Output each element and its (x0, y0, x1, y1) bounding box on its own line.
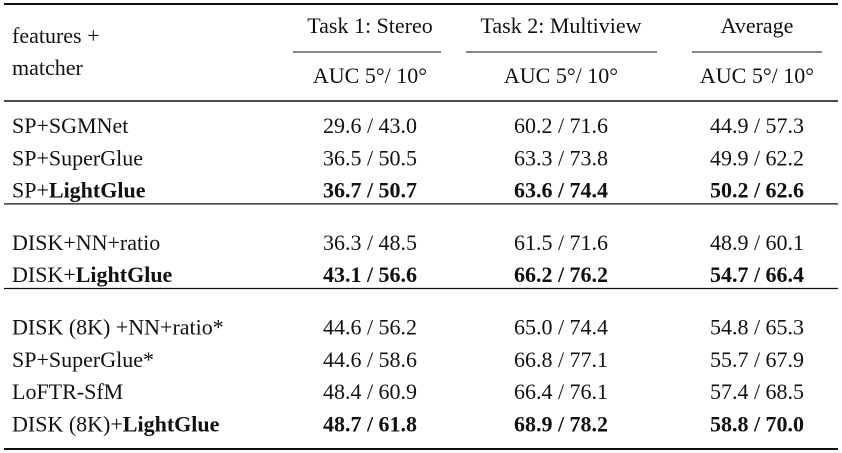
metric-header: AUC 5°/ 10° (313, 63, 427, 88)
method-part: SP+ (12, 178, 49, 203)
score-cell: 58.8 / 70.0 (710, 411, 804, 436)
score-cell: 63.6 / 74.4 (514, 178, 608, 203)
method-name: SP+LightGlue (12, 178, 146, 203)
method-part: DISK+NN+ratio (12, 230, 160, 255)
score-cell: 48.4 / 60.9 (323, 379, 417, 404)
score-cell: 55.7 / 67.9 (710, 347, 804, 372)
method-name: SP+SuperGlue* (12, 347, 154, 372)
score-cell: 48.9 / 60.1 (710, 230, 804, 255)
score-cell: 44.9 / 57.3 (710, 113, 804, 138)
score-cell: 54.8 / 65.3 (710, 315, 804, 340)
score-cell: 54.7 / 66.4 (710, 262, 804, 287)
score-cell: 57.4 / 68.5 (710, 379, 804, 404)
method-name: DISK (8K) +NN+ratio* (12, 315, 224, 340)
header-matcher: matcher (12, 55, 84, 80)
metric-header: AUC 5°/ 10° (504, 63, 618, 88)
score-cell: 36.5 / 50.5 (323, 145, 417, 170)
score-cell: 66.8 / 77.1 (514, 347, 608, 372)
score-cell: 66.2 / 76.2 (514, 262, 608, 287)
score-cell: 44.6 / 56.2 (323, 315, 417, 340)
header-features: features + (12, 23, 100, 48)
method-name: DISK (8K)+LightGlue (12, 411, 220, 436)
score-cell: 36.7 / 50.7 (323, 178, 417, 203)
score-cell: 61.5 / 71.6 (514, 230, 608, 255)
method-name: DISK+LightGlue (12, 262, 173, 287)
method-part: DISK (8K) +NN+ratio* (12, 315, 224, 340)
score-cell: 29.6 / 43.0 (323, 113, 417, 138)
method-name: DISK+NN+ratio (12, 230, 160, 255)
method-part: DISK+ (12, 262, 76, 287)
group-header: Average (721, 13, 794, 38)
score-cell: 48.7 / 61.8 (323, 411, 417, 436)
method-part: SP+SGMNet (12, 113, 128, 138)
score-cell: 63.3 / 73.8 (514, 145, 608, 170)
method-part: LoFTR-SfM (12, 379, 123, 404)
group-header: Task 2: Multiview (480, 13, 641, 38)
group-header: Task 1: Stereo (307, 13, 433, 38)
score-cell: 36.3 / 48.5 (323, 230, 417, 255)
method-part: LightGlue (49, 178, 146, 203)
method-part: SP+SuperGlue (12, 145, 143, 170)
score-cell: 50.2 / 62.6 (710, 178, 804, 203)
score-cell: 68.9 / 78.2 (514, 411, 608, 436)
score-cell: 43.1 / 56.6 (323, 262, 417, 287)
score-cell: 66.4 / 76.1 (514, 379, 608, 404)
score-cell: 49.9 / 62.2 (710, 145, 804, 170)
method-part: LightGlue (123, 411, 220, 436)
score-cell: 65.0 / 74.4 (514, 315, 608, 340)
method-part: LightGlue (76, 262, 173, 287)
score-cell: 60.2 / 71.6 (514, 113, 608, 138)
method-name: LoFTR-SfM (12, 379, 123, 404)
method-name: SP+SGMNet (12, 113, 128, 138)
metric-header: AUC 5°/ 10° (700, 63, 814, 88)
method-part: DISK (8K)+ (12, 411, 123, 436)
score-cell: 44.6 / 58.6 (323, 347, 417, 372)
method-name: SP+SuperGlue (12, 145, 143, 170)
method-part: SP+SuperGlue* (12, 347, 154, 372)
